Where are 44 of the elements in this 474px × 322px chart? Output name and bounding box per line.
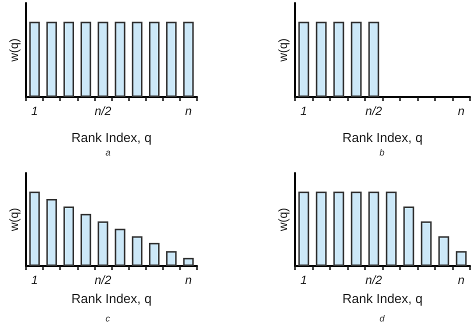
- bar: [132, 236, 142, 266]
- x-axis-title: Rank Index, q: [71, 291, 152, 306]
- text: a: [106, 148, 111, 158]
- y-axis-title: w(q): [7, 38, 21, 63]
- bar: [114, 228, 126, 266]
- x-tick-label: n: [458, 273, 465, 287]
- bar: [403, 206, 414, 266]
- bar: [438, 236, 450, 266]
- text: c: [106, 314, 110, 322]
- x-tick-label: n: [458, 104, 465, 118]
- bar: [386, 192, 397, 266]
- bar: [420, 221, 432, 266]
- y-axis-title: w(q): [276, 208, 290, 232]
- bar: [29, 192, 40, 266]
- x-tick-label: 1: [31, 273, 38, 287]
- bar: [98, 221, 108, 266]
- bar: [456, 251, 467, 266]
- x-tick-label: n/2: [94, 104, 112, 118]
- bar: [368, 192, 380, 266]
- x-tick-label: 1: [31, 104, 38, 118]
- bar: [46, 199, 57, 266]
- bar: [316, 192, 327, 266]
- text: d: [380, 314, 386, 322]
- x-tick-label: n/2: [94, 273, 112, 287]
- bar: [166, 251, 177, 266]
- text: b: [380, 148, 385, 158]
- bar: [148, 242, 160, 266]
- bar: [183, 258, 194, 266]
- bar: [350, 192, 362, 266]
- x-tick-label: n: [185, 104, 192, 118]
- x-tick-label: 1: [300, 273, 308, 287]
- x-tick-label: 1: [300, 104, 308, 118]
- bar: [298, 192, 310, 266]
- bar: [63, 206, 74, 266]
- y-axis-title: w(q): [276, 38, 290, 63]
- y-axis-title: w(q): [7, 208, 21, 232]
- bar: [333, 192, 344, 266]
- x-tick-label: n: [185, 273, 192, 287]
- x-axis-title: Rank Index, q: [342, 130, 423, 145]
- x-tick-label: n/2: [365, 104, 382, 118]
- x-axis-title: Rank Index, q: [342, 291, 423, 306]
- bar: [80, 214, 92, 266]
- x-axis-title: Rank Index, q: [71, 130, 152, 145]
- x-tick-label: n/2: [365, 273, 382, 287]
